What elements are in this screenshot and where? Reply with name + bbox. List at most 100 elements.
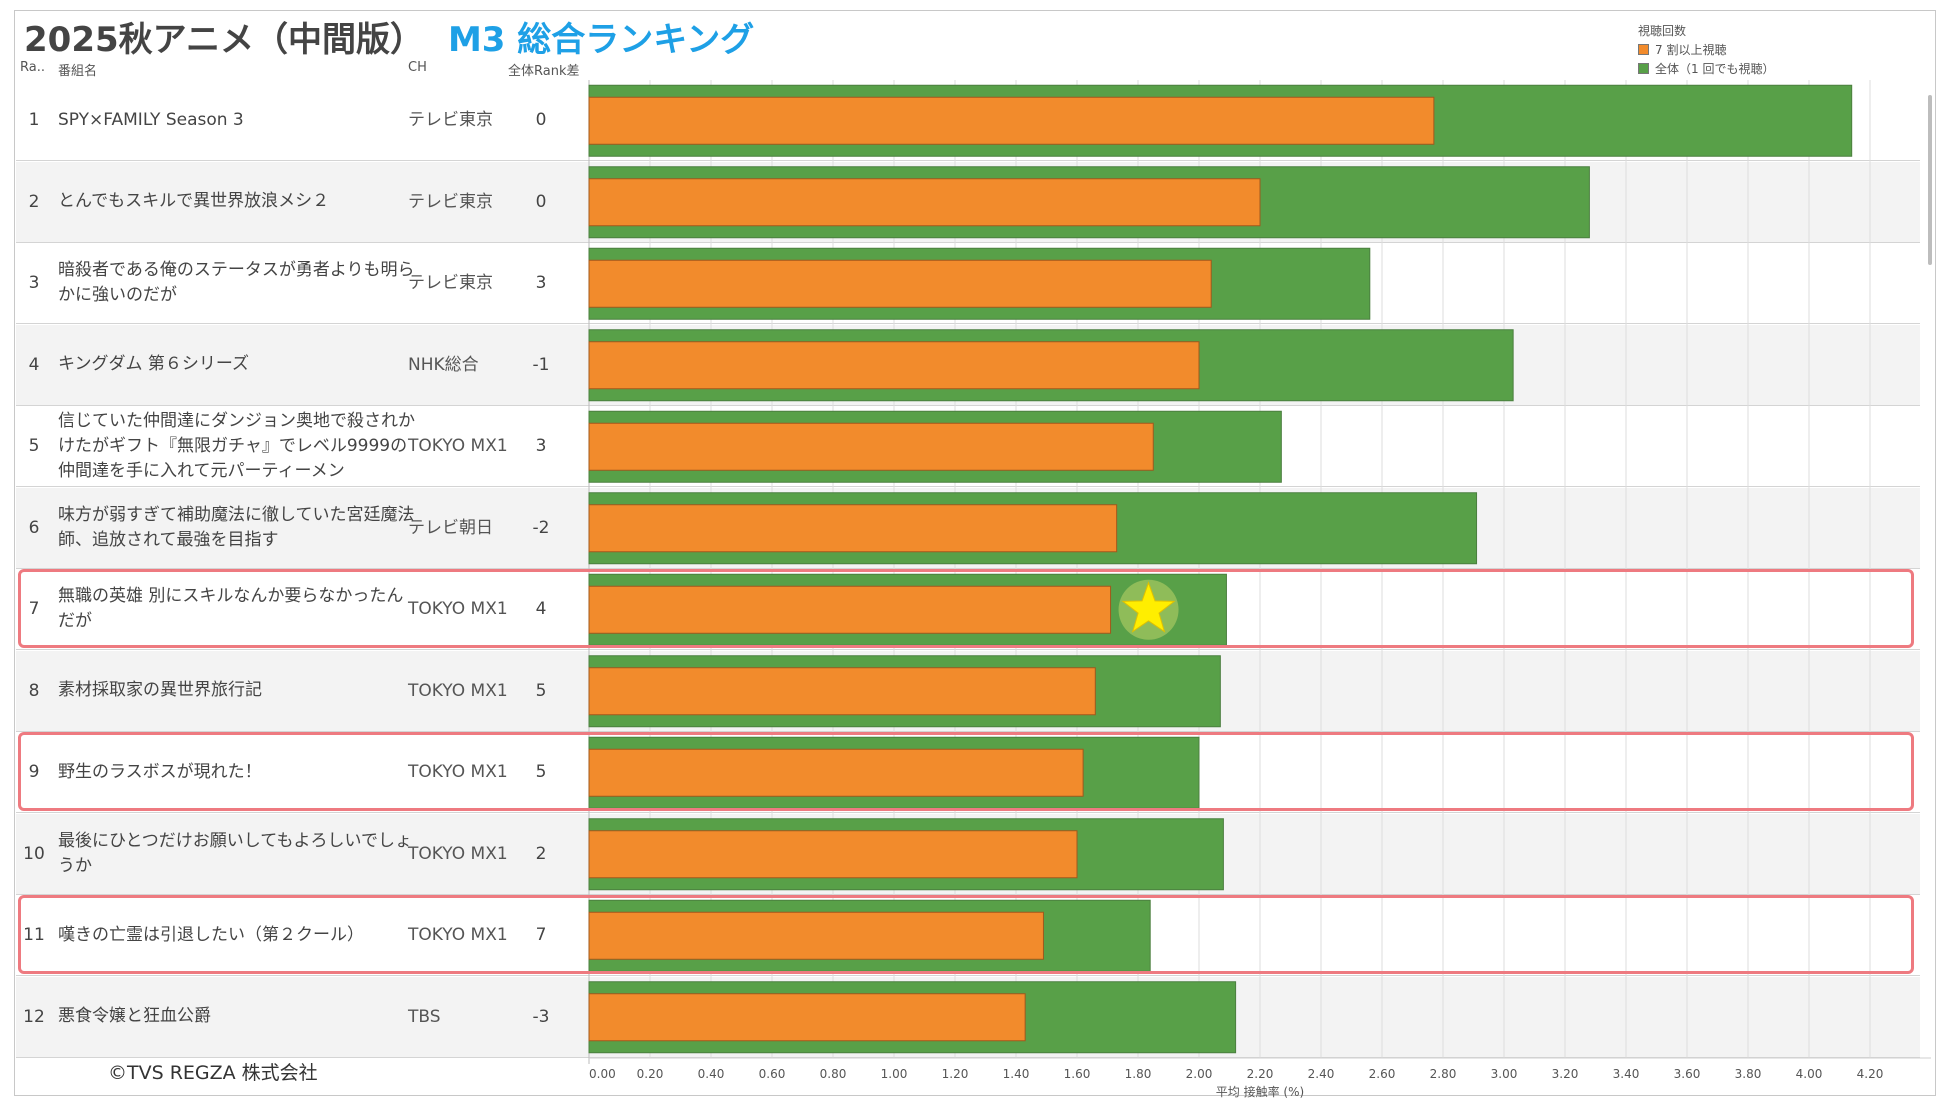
table-row[interactable]: 3 暗殺者である俺のステータスが勇者よりも明らかに強いのだが テレビ東京 3	[16, 243, 1920, 324]
rank-cell: 2	[28, 191, 40, 212]
rank-cell: 6	[28, 517, 40, 538]
bar-70pct-rank-12	[588, 993, 1026, 1042]
x-tick-label: 0.40	[698, 1067, 725, 1081]
x-tick-label: 0.60	[759, 1067, 786, 1081]
scrollbar[interactable]	[1928, 95, 1932, 265]
bar-70pct-rank-5	[588, 422, 1154, 471]
program-name-cell: とんでもスキルで異世界放浪メシ２	[58, 191, 330, 211]
x-tick-label: 4.00	[1796, 1067, 1823, 1081]
table-row[interactable]: 5 信じていた仲間達にダンジョン奥地で殺されかけたがギフト『無限ガチャ』でレベル9…	[16, 406, 1920, 487]
legend-label-70pct: 7 割以上視聴	[1655, 43, 1727, 57]
legend: 視聴回数 7 割以上視聴 全体（1 回でも視聴）	[1638, 22, 1774, 79]
rank-cell: 3	[28, 273, 40, 293]
bar-70pct-rank-11	[588, 911, 1044, 960]
program-name-cell: SPY×FAMILY Season 3	[58, 109, 244, 130]
bar-70pct-rank-7	[588, 585, 1112, 634]
rank-cell: 10	[23, 843, 45, 864]
rank-diff-cell: 5	[535, 680, 547, 701]
x-tick-label: 1.20	[942, 1067, 969, 1081]
channel-cell: テレビ東京	[408, 273, 493, 293]
rank-diff-cell: 5	[535, 762, 547, 782]
x-tick-label: 1.80	[1125, 1067, 1152, 1081]
bar-70pct-rank-1	[588, 96, 1435, 145]
program-name-cell: 悪食令嬢と狂血公爵	[58, 1006, 211, 1026]
bar-70pct-rank-9	[588, 748, 1084, 797]
x-tick-label: 2.20	[1247, 1067, 1274, 1081]
header-ch[interactable]: CH	[408, 60, 427, 75]
legend-swatch-green	[1638, 63, 1649, 74]
star-icon	[1121, 581, 1176, 633]
rank-diff-cell: -1	[532, 354, 550, 375]
legend-swatch-orange	[1638, 44, 1649, 55]
x-tick-label: 3.00	[1491, 1067, 1518, 1081]
highlight-box-rank-9	[18, 732, 1914, 811]
program-name-cell: 無職の英雄 別にスキルなんか要らなかったんだが	[58, 586, 404, 631]
header-name[interactable]: 番組名	[58, 64, 98, 79]
page-title: 2025秋アニメ（中間版） M3 総合ランキング	[24, 12, 754, 61]
rank-cell: 1	[28, 110, 40, 130]
highlight-box-rank-11	[18, 895, 1914, 974]
channel-cell: TOKYO MX1	[408, 436, 508, 456]
rank-diff-cell: 0	[535, 110, 547, 130]
channel-cell: NHK総合	[408, 354, 479, 375]
program-name-cell: 暗殺者である俺のステータスが勇者よりも明らかに強いのだが	[58, 260, 415, 305]
rank-cell: 5	[28, 436, 40, 456]
x-tick-label: 1.40	[1003, 1067, 1030, 1081]
rank-cell: 11	[23, 925, 45, 945]
x-tick-label: 0.20	[637, 1067, 664, 1081]
legend-item-70pct[interactable]: 7 割以上視聴	[1638, 41, 1774, 60]
x-tick-label: 2.80	[1430, 1067, 1457, 1081]
x-tick-label: 2.40	[1308, 1067, 1335, 1081]
channel-cell: TBS	[408, 1006, 441, 1027]
bar-70pct-rank-2	[588, 178, 1261, 227]
channel-cell: TOKYO MX1	[408, 599, 508, 619]
table-row[interactable]: 9 野生のラスボスが現れた！ TOKYO MX1 5	[16, 732, 1920, 813]
program-name-cell: 最後にひとつだけお願いしてもよろしいでしょうか	[58, 830, 412, 876]
channel-cell: テレビ東京	[408, 110, 493, 130]
channel-cell: TOKYO MX1	[408, 925, 508, 945]
rank-cell: 8	[28, 680, 40, 701]
program-name-cell: キングダム 第６シリーズ	[58, 354, 250, 374]
table-row[interactable]: 7 無職の英雄 別にスキルなんか要らなかったんだが TOKYO MX1 4	[16, 569, 1920, 650]
channel-cell: TOKYO MX1	[408, 680, 508, 701]
table-row[interactable]: 11 嘆きの亡霊は引退したい（第２クール） TOKYO MX1 7	[16, 895, 1920, 976]
program-name-cell: 素材採取家の異世界旅行記	[58, 680, 262, 700]
title-sub: M3 総合ランキング	[447, 20, 755, 60]
rank-diff-cell: -3	[532, 1006, 550, 1027]
rank-diff-cell: 0	[535, 191, 547, 212]
legend-title: 視聴回数	[1638, 24, 1687, 38]
x-tick-label: 0.00	[589, 1067, 616, 1081]
x-tick-label: 3.60	[1674, 1067, 1701, 1081]
rank-diff-cell: 7	[535, 925, 547, 945]
bar-70pct-rank-3	[588, 259, 1212, 308]
bar-70pct-rank-10	[588, 830, 1078, 879]
rank-cell: 12	[23, 1006, 45, 1027]
rank-cell: 7	[28, 599, 40, 619]
x-tick-label: 4.20	[1857, 1067, 1884, 1081]
program-name-cell: 味方が弱すぎて補助魔法に徹していた宮廷魔法師、追放されて最強を目指す	[58, 504, 415, 550]
x-tick-label: 3.20	[1552, 1067, 1579, 1081]
header-rank[interactable]: Ra..	[20, 60, 45, 75]
header-rank-diff[interactable]: 全体Rank差	[508, 64, 580, 79]
rank-diff-cell: 4	[535, 599, 547, 619]
program-name-cell: 嘆きの亡霊は引退したい（第２クール）	[58, 924, 364, 945]
rank-cell: 9	[28, 762, 40, 782]
x-tick-label: 1.00	[881, 1067, 908, 1081]
channel-cell: TOKYO MX1	[408, 843, 508, 864]
bar-70pct-rank-6	[588, 504, 1118, 553]
rank-cell: 4	[28, 354, 40, 375]
program-name-cell: 野生のラスボスが現れた！	[58, 761, 262, 782]
x-tick-label: 3.80	[1735, 1067, 1762, 1081]
legend-item-all[interactable]: 全体（1 回でも視聴）	[1638, 60, 1774, 79]
channel-cell: テレビ東京	[408, 191, 493, 212]
bar-70pct-rank-8	[588, 667, 1096, 716]
x-tick-label: 2.60	[1369, 1067, 1396, 1081]
program-name-cell: 信じていた仲間達にダンジョン奥地で殺されかけたがギフト『無限ガチャ』でレベル99…	[58, 410, 415, 481]
table-row[interactable]: 1 SPY×FAMILY Season 3 テレビ東京 0	[16, 80, 1920, 161]
x-tick-label: 3.40	[1613, 1067, 1640, 1081]
bar-70pct-rank-4	[588, 341, 1200, 390]
x-tick-label: 0.80	[820, 1067, 847, 1081]
title-main: 2025秋アニメ（中間版）	[24, 20, 424, 60]
x-tick-label: 2.00	[1186, 1067, 1213, 1081]
